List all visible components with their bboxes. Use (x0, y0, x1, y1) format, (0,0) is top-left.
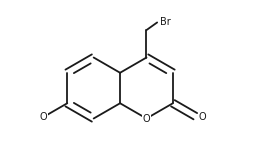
Text: O: O (198, 112, 206, 122)
Text: Br: Br (160, 17, 170, 27)
Text: O: O (40, 112, 47, 122)
Text: O: O (143, 114, 150, 124)
